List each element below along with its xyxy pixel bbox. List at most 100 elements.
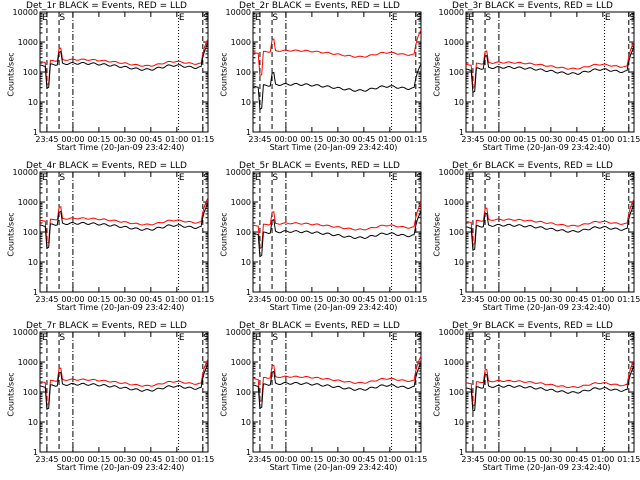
x-tick-label: 00:30 xyxy=(326,455,349,464)
x-axis-label: Start Time (20-Jan-09 23:42:40) xyxy=(56,143,185,152)
marker-label: S xyxy=(203,13,209,23)
x-tick-label: 00:30 xyxy=(326,295,349,304)
panel-title: Det_8r BLACK = Events, RED = LLD xyxy=(239,321,400,331)
events-series-line xyxy=(39,363,209,411)
detector-panel: Det_8r BLACK = Events, RED = LLD Start Ti… xyxy=(213,320,428,480)
x-tick-label: 23:45 xyxy=(35,455,58,464)
x-axis-label: Start Time (20-Jan-09 23:42:40) xyxy=(56,303,185,312)
events-series-line xyxy=(252,63,422,111)
marker-label: S xyxy=(272,13,278,23)
x-tick-label: 01:00 xyxy=(378,295,401,304)
x-tick-label: 01:15 xyxy=(404,455,427,464)
x-tick-label: 00:45 xyxy=(352,455,375,464)
x-tick-label: 00:30 xyxy=(326,135,349,144)
events-series-line xyxy=(465,365,635,413)
y-tick-label: 10 xyxy=(28,258,38,267)
plot-area: 1 10 100 1000 10000 23:45 00:00 00:15 00:30 00:45… xyxy=(226,328,428,464)
y-tick-label: 1 xyxy=(33,448,38,457)
plot-frame xyxy=(465,331,635,453)
lld-series-line xyxy=(252,355,422,403)
y-tick-label: 1000 xyxy=(444,38,464,47)
x-tick-label: 00:15 xyxy=(513,135,536,144)
x-axis-label: Start Time (20-Jan-09 23:42:40) xyxy=(269,303,398,312)
x-tick-label: 23:45 xyxy=(461,295,484,304)
lld-series-line xyxy=(465,198,635,245)
detector-panel: Det_6r BLACK = Events, RED = LLD Start Ti… xyxy=(426,160,640,320)
marker-label: S xyxy=(59,173,65,183)
y-tick-label: 1 xyxy=(459,128,464,137)
marker-label: E xyxy=(468,173,474,183)
x-tick-label: 00:45 xyxy=(352,135,375,144)
x-tick-label: 23:45 xyxy=(35,135,58,144)
y-tick-label: 10000 xyxy=(226,168,251,177)
marker-label: S xyxy=(485,173,491,183)
y-tick-label: 10000 xyxy=(226,328,251,337)
x-axis-label: Start Time (20-Jan-09 23:42:40) xyxy=(269,463,398,472)
events-series-line xyxy=(465,46,635,94)
marker-label: E xyxy=(605,333,611,343)
panel-title: Det_1r BLACK = Events, RED = LLD xyxy=(26,1,187,11)
y-tick-label: 10 xyxy=(241,258,251,267)
x-tick-label: 01:00 xyxy=(591,455,614,464)
y-tick-label: 10000 xyxy=(439,168,464,177)
detector-panel: Det_3r BLACK = Events, RED = LLD Start Ti… xyxy=(426,0,640,160)
x-tick-label: 00:15 xyxy=(87,455,110,464)
x-tick-label: 01:15 xyxy=(617,135,640,144)
x-tick-label: 00:00 xyxy=(61,455,84,464)
x-tick-label: 00:30 xyxy=(539,135,562,144)
x-axis-label: Start Time (20-Jan-09 23:42:40) xyxy=(482,143,611,152)
y-tick-label: 1000 xyxy=(231,358,251,367)
lld-series-line xyxy=(39,197,209,244)
x-tick-label: 01:15 xyxy=(617,455,640,464)
lld-series-line xyxy=(39,358,209,405)
x-tick-label: 01:00 xyxy=(165,135,188,144)
plot-frame xyxy=(39,11,209,133)
marker-label: E xyxy=(255,13,261,23)
x-tick-label: 00:15 xyxy=(87,135,110,144)
y-tick-label: 1000 xyxy=(18,198,38,207)
x-tick-label: 00:45 xyxy=(565,295,588,304)
marker-label: E xyxy=(468,333,474,343)
x-tick-label: 00:45 xyxy=(139,455,162,464)
x-tick-label: 01:15 xyxy=(404,135,427,144)
marker-label: S xyxy=(485,13,491,23)
y-tick-label: 100 xyxy=(236,228,251,237)
marker-label: E xyxy=(42,13,48,23)
lld-series-line xyxy=(252,29,422,76)
marker-label: E xyxy=(392,13,398,23)
x-tick-label: 01:00 xyxy=(591,295,614,304)
x-tick-label: 00:15 xyxy=(513,455,536,464)
x-tick-label: 01:15 xyxy=(191,295,214,304)
y-tick-label: 10000 xyxy=(439,328,464,337)
marker-label: E xyxy=(468,13,474,23)
plot-area: 1 10 100 1000 10000 23:45 00:00 00:15 00:30 00:45… xyxy=(439,328,640,464)
plot-area: 1 10 100 1000 10000 23:45 00:00 00:15 00:30 00:45… xyxy=(439,8,640,144)
y-tick-label: 1000 xyxy=(231,38,251,47)
marker-label: E xyxy=(605,173,611,183)
y-tick-label: 1000 xyxy=(18,358,38,367)
x-tick-label: 00:15 xyxy=(300,135,323,144)
marker-label: E xyxy=(179,173,185,183)
y-tick-label: 1 xyxy=(246,448,251,457)
y-tick-label: 100 xyxy=(236,68,251,77)
y-tick-label: 10 xyxy=(454,98,464,107)
y-tick-label: 10 xyxy=(28,98,38,107)
marker-label: S xyxy=(416,173,422,183)
y-tick-label: 100 xyxy=(449,228,464,237)
y-tick-label: 10000 xyxy=(226,8,251,17)
y-tick-label: 1000 xyxy=(231,198,251,207)
x-tick-label: 00:45 xyxy=(565,455,588,464)
x-tick-label: 01:00 xyxy=(378,135,401,144)
lld-series-line xyxy=(39,38,209,85)
panel-title: Det_3r BLACK = Events, RED = LLD xyxy=(452,1,613,11)
x-tick-label: 00:30 xyxy=(539,455,562,464)
x-tick-label: 00:15 xyxy=(87,295,110,304)
x-tick-label: 00:00 xyxy=(487,455,510,464)
plot-area: 1 10 100 1000 10000 23:45 00:00 00:15 00:30 00:45… xyxy=(226,168,428,304)
panel-title: Det_4r BLACK = Events, RED = LLD xyxy=(26,161,187,171)
plot-area: 1 10 100 1000 10000 23:45 00:00 00:15 00:30 00:45… xyxy=(13,168,215,304)
x-tick-label: 01:15 xyxy=(617,295,640,304)
marker-label: S xyxy=(629,173,635,183)
x-tick-label: 01:00 xyxy=(591,135,614,144)
